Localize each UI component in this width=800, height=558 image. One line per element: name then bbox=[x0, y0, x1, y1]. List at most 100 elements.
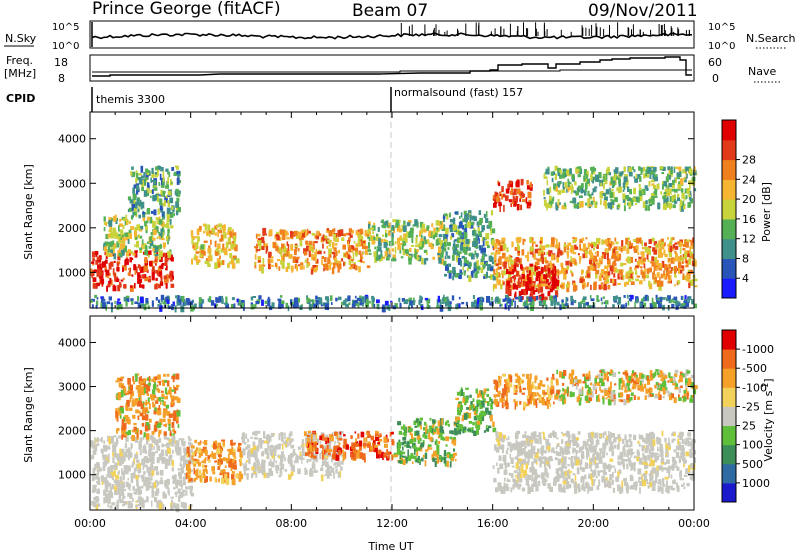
heatmap-cell bbox=[601, 298, 603, 302]
heatmap-cell bbox=[282, 437, 284, 443]
heatmap-cell bbox=[176, 193, 178, 196]
heatmap-cell bbox=[392, 257, 394, 260]
heatmap-cell bbox=[265, 301, 268, 304]
heatmap-cell bbox=[149, 261, 152, 266]
heatmap-cell bbox=[557, 302, 560, 306]
heatmap-cell bbox=[520, 296, 523, 302]
heatmap-cell bbox=[93, 283, 97, 288]
heatmap-cell bbox=[349, 267, 353, 270]
heatmap-cell bbox=[157, 385, 159, 387]
heatmap-cell bbox=[381, 225, 383, 228]
heatmap-cell bbox=[277, 235, 280, 240]
heatmap-cell bbox=[375, 431, 379, 433]
heatmap-cell bbox=[109, 296, 112, 300]
heatmap-cell bbox=[158, 284, 160, 288]
heatmap-cell bbox=[124, 233, 128, 237]
heatmap-cell bbox=[385, 233, 387, 237]
heatmap-cell bbox=[113, 268, 115, 274]
station-title: Prince George (fitACF) bbox=[92, 0, 281, 19]
heatmap-cell bbox=[310, 471, 313, 477]
heatmap-cell bbox=[135, 178, 137, 183]
heatmap-cell bbox=[493, 198, 496, 200]
heatmap-cell bbox=[251, 473, 253, 479]
heatmap-cell bbox=[255, 301, 259, 304]
heatmap-cell bbox=[322, 256, 325, 259]
heatmap-cell bbox=[510, 203, 512, 207]
heatmap-cell bbox=[225, 465, 227, 468]
heatmap-cell bbox=[301, 445, 303, 447]
heatmap-cell bbox=[535, 265, 537, 271]
heatmap-cell bbox=[656, 297, 660, 300]
heatmap-cell bbox=[660, 191, 662, 194]
heatmap-cell bbox=[159, 381, 161, 385]
heatmap-cell bbox=[100, 303, 102, 309]
heatmap-cell bbox=[690, 197, 692, 201]
heatmap-cell bbox=[547, 180, 549, 186]
cpid-label: CPID bbox=[6, 92, 35, 105]
heatmap-cell bbox=[619, 254, 621, 261]
heatmap-cell bbox=[309, 304, 312, 311]
heatmap-cell bbox=[558, 199, 560, 204]
heatmap-cell bbox=[405, 299, 408, 304]
heatmap-cell bbox=[167, 172, 170, 175]
heatmap-cell bbox=[120, 377, 124, 379]
heatmap-cell bbox=[173, 503, 175, 507]
heatmap-cell bbox=[328, 453, 331, 456]
heatmap-cell bbox=[458, 251, 462, 254]
heatmap-cell bbox=[168, 456, 171, 461]
heatmap-cell bbox=[231, 260, 234, 265]
heatmap-cell bbox=[159, 503, 162, 510]
heatmap-cell bbox=[218, 223, 222, 227]
heatmap-cell bbox=[656, 267, 658, 270]
heatmap-cell bbox=[207, 248, 211, 253]
heatmap-cell bbox=[263, 258, 265, 265]
heatmap-cell bbox=[164, 380, 167, 383]
heatmap-cell bbox=[311, 452, 314, 457]
heatmap-cell bbox=[578, 174, 582, 177]
heatmap-cell bbox=[530, 182, 532, 188]
heatmap-cell bbox=[554, 298, 557, 304]
heatmap-cell bbox=[94, 464, 96, 471]
heatmap-cell bbox=[515, 297, 519, 300]
nave-tick-bottom: 0 bbox=[712, 72, 719, 85]
heatmap-cell bbox=[280, 455, 282, 461]
heatmap-cell bbox=[122, 461, 124, 464]
heatmap-cell bbox=[467, 222, 471, 228]
heatmap-cell bbox=[199, 226, 202, 230]
heatmap-cell bbox=[675, 167, 678, 169]
colorbar-swatch bbox=[722, 199, 736, 219]
heatmap-cell bbox=[198, 456, 201, 458]
heatmap-cell bbox=[215, 241, 217, 248]
heatmap-cell bbox=[628, 202, 631, 208]
nsearch-tick-bottom: 10^0 bbox=[708, 41, 735, 52]
heatmap-cell bbox=[238, 443, 242, 446]
heatmap-cell bbox=[580, 276, 584, 278]
heatmap-cell bbox=[108, 483, 111, 487]
heatmap-cell bbox=[485, 241, 489, 246]
heatmap-cell bbox=[183, 481, 186, 485]
heatmap-cell bbox=[520, 264, 523, 269]
heatmap-cell bbox=[96, 464, 100, 469]
heatmap-cell bbox=[391, 228, 393, 231]
heatmap-cell bbox=[685, 265, 688, 267]
heatmap-cell bbox=[92, 488, 95, 491]
heatmap-cell bbox=[513, 196, 515, 203]
heatmap-cell bbox=[168, 446, 170, 449]
heatmap-cell bbox=[503, 194, 505, 198]
heatmap-cell bbox=[335, 298, 338, 302]
heatmap-cell bbox=[167, 177, 169, 184]
heatmap-cell bbox=[343, 434, 346, 436]
nave-label: Nave bbox=[748, 65, 776, 78]
heatmap-cell bbox=[198, 442, 201, 445]
heatmap-cell bbox=[212, 453, 216, 459]
heatmap-cell bbox=[405, 235, 407, 242]
heatmap-cell bbox=[407, 222, 411, 226]
heatmap-cell bbox=[168, 191, 172, 196]
heatmap-cell bbox=[343, 455, 345, 461]
heatmap-cell bbox=[159, 438, 162, 443]
heatmap-cell bbox=[131, 386, 133, 392]
heatmap-cell bbox=[526, 180, 529, 185]
heatmap-cell bbox=[139, 248, 142, 251]
heatmap-cell bbox=[205, 224, 207, 231]
heatmap-cell bbox=[667, 166, 670, 170]
